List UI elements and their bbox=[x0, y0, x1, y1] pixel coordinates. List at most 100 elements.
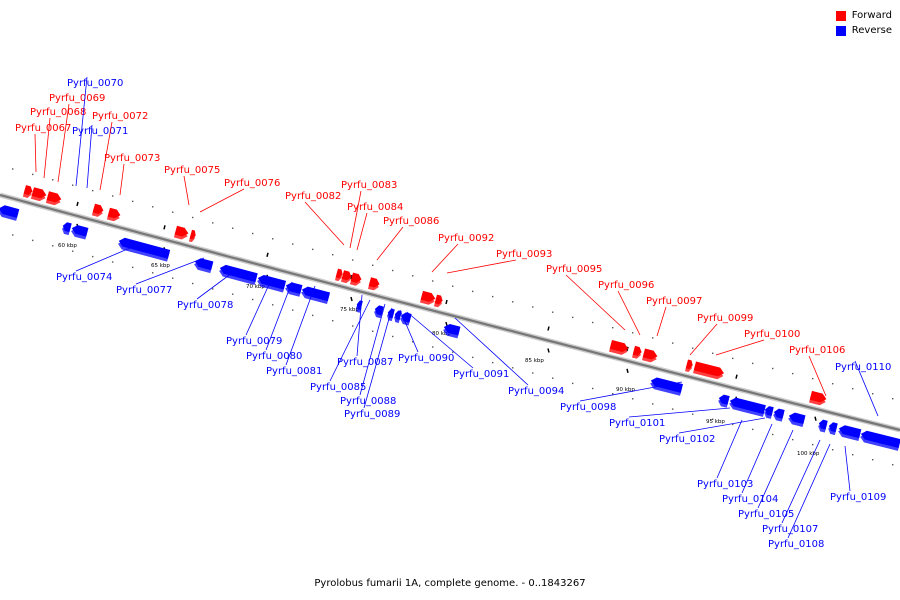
gene-pyrfu-0077 bbox=[118, 237, 171, 262]
gene-body bbox=[0, 205, 20, 218]
minor-tick bbox=[72, 184, 74, 186]
gene-leader-line bbox=[406, 311, 474, 369]
gene-pyrfu-0069 bbox=[45, 191, 62, 206]
gene-body bbox=[350, 272, 362, 283]
gene-body bbox=[788, 412, 806, 425]
gene-label: Pyrfu_0068 bbox=[30, 107, 86, 118]
gene-pyrfu-0079 bbox=[219, 264, 258, 285]
gene-body bbox=[693, 361, 724, 377]
minor-tick bbox=[72, 250, 74, 252]
minor-tick bbox=[592, 387, 594, 390]
minor-tick bbox=[172, 211, 174, 213]
minor-tick bbox=[492, 361, 494, 364]
gene-label: Pyrfu_0088 bbox=[340, 396, 396, 407]
gene-body bbox=[257, 274, 287, 290]
gene-pyrfu-0090 bbox=[394, 310, 402, 324]
gene-body bbox=[71, 225, 89, 237]
minor-tick bbox=[892, 398, 894, 400]
gene-body bbox=[23, 185, 33, 196]
gene-leader-line bbox=[196, 269, 237, 300]
gene-leader-line bbox=[349, 190, 362, 249]
genome-caption: Pyrolobus fumarii 1A, complete genome. -… bbox=[314, 578, 586, 589]
gene-pyrfu-0100 bbox=[693, 361, 724, 380]
minor-tick bbox=[312, 248, 314, 251]
gene-pyrfu-0096 bbox=[632, 345, 642, 359]
gene-leader-line bbox=[678, 417, 766, 434]
gene-leader-line bbox=[285, 285, 316, 366]
gene-label: Pyrfu_0081 bbox=[266, 366, 322, 377]
gene-leader-line bbox=[656, 306, 667, 337]
gene-leader-line bbox=[265, 281, 293, 351]
minor-tick bbox=[652, 337, 654, 339]
gene-label: Pyrfu_0101 bbox=[609, 418, 665, 429]
major-tick bbox=[350, 296, 353, 302]
gene-pyrfu-0078 bbox=[194, 258, 214, 274]
minor-tick bbox=[892, 464, 894, 466]
minor-tick bbox=[772, 367, 774, 370]
gene-body bbox=[219, 264, 258, 283]
gene-label: Pyrfu_0079 bbox=[226, 336, 282, 347]
major-tick bbox=[350, 274, 353, 280]
minor-tick bbox=[532, 306, 534, 308]
gene-pyrfu-0101 bbox=[718, 394, 730, 408]
gene-leader-line bbox=[446, 259, 517, 274]
gene-label: Pyrfu_0071 bbox=[72, 126, 128, 137]
legend-item-forward: Forward bbox=[835, 8, 892, 23]
minor-tick bbox=[32, 239, 34, 242]
gene-body bbox=[642, 348, 658, 360]
legend-label-forward: Forward bbox=[851, 10, 892, 21]
gene-label: Pyrfu_0092 bbox=[438, 233, 494, 244]
gene-pyrfu-0092 bbox=[419, 290, 436, 305]
minor-tick bbox=[532, 372, 534, 374]
gene-pyrfu-0102 bbox=[729, 397, 766, 417]
major-tick bbox=[163, 225, 166, 230]
gene-label: Pyrfu_0110 bbox=[835, 362, 891, 373]
minor-tick bbox=[832, 383, 834, 385]
gene-pyrfu-0093 bbox=[433, 294, 443, 308]
gene-pyrfu-0068 bbox=[30, 187, 47, 202]
gene-pyrfu-0067 bbox=[22, 185, 33, 198]
gene-label: Pyrfu_0107 bbox=[762, 524, 818, 535]
minor-tick bbox=[12, 234, 14, 236]
gene-leader-line bbox=[617, 290, 641, 336]
gene-pyrfu-0080 bbox=[257, 274, 287, 293]
scale-label: 60 kbp bbox=[58, 243, 77, 249]
gene-leader-line bbox=[183, 175, 190, 206]
gene-body bbox=[107, 207, 121, 219]
gene-body bbox=[818, 419, 828, 430]
major-tick bbox=[626, 368, 629, 373]
gene-label: Pyrfu_0104 bbox=[722, 494, 778, 505]
scale-label: 70 kbp bbox=[246, 284, 265, 290]
gene-leader-line bbox=[119, 163, 125, 196]
gene-label: Pyrfu_0085 bbox=[310, 382, 366, 393]
minor-tick bbox=[652, 403, 654, 405]
minor-tick bbox=[492, 295, 494, 298]
minor-tick bbox=[212, 288, 214, 290]
scale-label: 65 kbp bbox=[151, 263, 170, 269]
gene-body bbox=[400, 312, 412, 323]
gene-body bbox=[443, 323, 461, 336]
minor-tick bbox=[612, 393, 614, 395]
gene-leader-line bbox=[304, 201, 345, 246]
minor-tick bbox=[92, 255, 94, 258]
scale-label: 80 kbp bbox=[432, 331, 451, 337]
major-tick bbox=[445, 321, 448, 327]
gene-body bbox=[341, 270, 352, 281]
gene-label: Pyrfu_0091 bbox=[453, 369, 509, 380]
minor-tick bbox=[552, 311, 554, 313]
minor-tick bbox=[832, 449, 834, 451]
gene-pyrfu-0095 bbox=[609, 340, 629, 355]
gene-body bbox=[335, 268, 343, 279]
major-tick bbox=[814, 416, 817, 421]
gene-label: Pyrfu_0095 bbox=[546, 264, 602, 275]
gene-body bbox=[46, 191, 62, 203]
gene-leader-line bbox=[356, 294, 363, 357]
gene-pyrfu-0108 bbox=[828, 422, 838, 436]
gene-label: Pyrfu_0105 bbox=[738, 509, 794, 520]
gene-leader-line bbox=[741, 423, 773, 494]
gene-label: Pyrfu_0084 bbox=[347, 202, 403, 213]
minor-tick bbox=[172, 277, 174, 279]
gene-leader-line bbox=[715, 339, 765, 356]
minor-tick bbox=[412, 275, 414, 277]
gene-label: Pyrfu_0106 bbox=[789, 345, 845, 356]
